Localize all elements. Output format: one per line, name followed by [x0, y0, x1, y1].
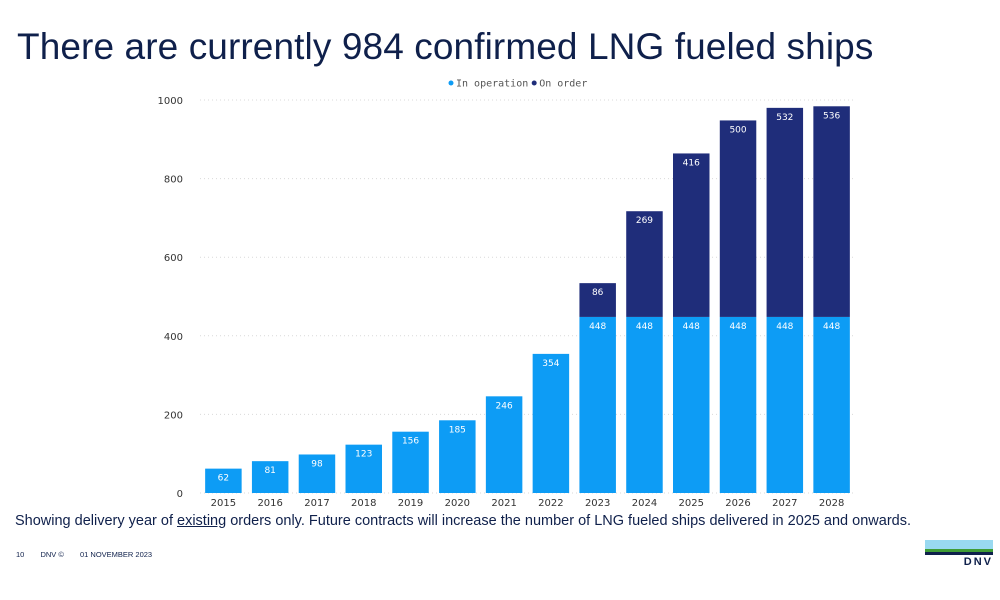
x-tick-label: 2027 — [772, 498, 797, 509]
x-tick-label: 2015 — [211, 498, 236, 509]
bar-in-operation — [532, 353, 570, 493]
bar-in-operation — [626, 316, 663, 493]
x-tick-label: 2019 — [398, 498, 423, 509]
x-tick-label: 2021 — [491, 498, 516, 509]
bar-in-operation — [392, 431, 429, 493]
data-label: 246 — [496, 401, 513, 411]
data-label: 185 — [449, 425, 466, 435]
y-tick-label: 400 — [164, 332, 183, 343]
grid-lines — [200, 99, 855, 494]
bar-on-order — [579, 283, 616, 317]
legend-label: On order — [539, 79, 587, 90]
chart-caption: Showing delivery year of existing orders… — [15, 513, 911, 529]
data-label: 500 — [729, 125, 746, 135]
bar-in-operation — [251, 461, 289, 493]
bar-on-order — [626, 211, 663, 317]
bar-in-operation — [673, 316, 710, 493]
bar-in-operation — [345, 444, 382, 493]
y-tick-label: 0 — [177, 489, 183, 500]
y-tick-label: 800 — [164, 175, 183, 186]
x-tick-label: 2016 — [257, 498, 282, 509]
bar-in-operation — [298, 454, 336, 493]
x-tick-label: 2022 — [538, 498, 563, 509]
bar-in-operation — [439, 420, 476, 493]
data-label: 448 — [589, 322, 606, 332]
dnv-logo: DNV — [925, 540, 993, 580]
data-label: 98 — [311, 459, 323, 469]
caption-underlined-word: existing — [177, 513, 227, 529]
bar-on-order — [766, 107, 804, 317]
legend-marker — [448, 80, 454, 86]
data-label: 62 — [218, 474, 229, 484]
bar-in-operation — [579, 316, 616, 493]
x-tick-label: 2023 — [585, 498, 610, 509]
data-label: 416 — [683, 158, 700, 168]
data-label: 86 — [592, 288, 604, 298]
data-label: 448 — [683, 322, 700, 332]
x-tick-label: 2024 — [632, 498, 657, 509]
x-tick-label: 2017 — [304, 498, 329, 509]
data-label: 448 — [776, 322, 793, 332]
legend-label: In operation — [456, 79, 528, 90]
page-title: There are currently 984 confirmed LNG fu… — [17, 26, 874, 67]
y-tick-label: 600 — [164, 253, 183, 264]
bar-on-order — [719, 120, 757, 317]
data-label: 269 — [636, 216, 653, 226]
bar-in-operation — [205, 468, 242, 493]
x-tick-label: 2020 — [445, 498, 470, 509]
legend-marker — [531, 80, 537, 86]
data-label: 448 — [636, 322, 653, 332]
data-label: 123 — [355, 450, 372, 460]
data-label: 156 — [402, 437, 419, 447]
footer-page-number: 10 — [16, 550, 25, 559]
bar-on-order — [813, 106, 850, 317]
data-label: 448 — [729, 322, 746, 332]
y-axis-ticks: 0 200 400 600 800 1000 — [158, 96, 183, 500]
y-tick-label: 200 — [164, 410, 183, 421]
footer: 10 DNV © 01 NOVEMBER 2023 — [16, 550, 166, 559]
x-tick-label: 2026 — [725, 498, 750, 509]
data-label: 354 — [542, 359, 559, 369]
legend: In operation On order — [448, 79, 587, 90]
bar-in-operation — [485, 396, 523, 493]
x-tick-label: 2018 — [351, 498, 376, 509]
y-tick-label: 1000 — [158, 96, 183, 107]
bar-in-operation — [719, 316, 757, 493]
x-axis-ticks: 2015 2016 2017 2018 2019 2020 2021 2022 2023 2024… — [211, 498, 845, 509]
x-tick-label: 2025 — [679, 498, 704, 509]
x-tick-label: 2028 — [819, 498, 844, 509]
footer-date: 01 NOVEMBER 2023 — [79, 550, 153, 559]
data-label: 448 — [823, 322, 840, 332]
data-label: 536 — [823, 111, 840, 121]
bar-in-operation — [813, 316, 850, 493]
bar-in-operation — [766, 316, 804, 493]
bars: 62 81 98 123 156 185 246 354 448 86 448 269 448 416 44… — [205, 106, 850, 493]
footer-owner: DNV © — [40, 550, 64, 559]
data-label: 532 — [776, 113, 793, 123]
bar-on-order — [673, 153, 710, 317]
data-label: 81 — [264, 466, 275, 476]
